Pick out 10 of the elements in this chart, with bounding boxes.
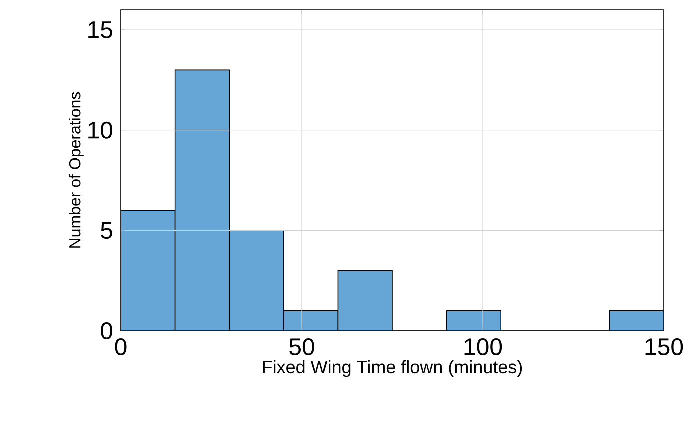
x-tick-label: 0 bbox=[115, 338, 127, 356]
y-tick-label: 15 bbox=[88, 22, 112, 38]
y-tick-label: 10 bbox=[88, 122, 113, 139]
y-axis-title: Number of Operations bbox=[69, 92, 84, 248]
x-tick-label: 50 bbox=[290, 338, 314, 356]
y-tick-label: 5 bbox=[101, 222, 112, 240]
x-tick-label: 100 bbox=[464, 338, 502, 356]
y-tick-label: 0 bbox=[101, 322, 113, 340]
x-axis-title: Fixed Wing Time flown (minutes) bbox=[263, 360, 522, 378]
x-tick-label: 150 bbox=[646, 338, 684, 356]
